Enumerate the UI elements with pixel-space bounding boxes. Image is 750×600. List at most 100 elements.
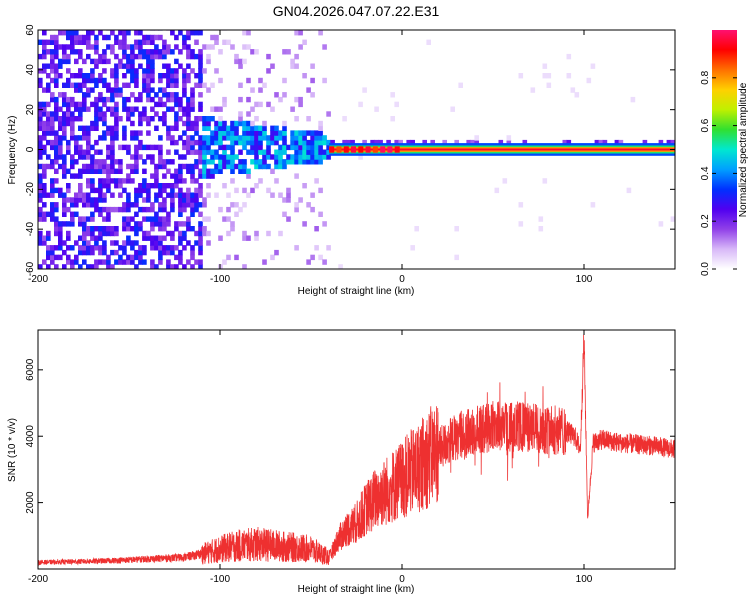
heatmap-cell bbox=[602, 139, 608, 146]
heatmap-cell bbox=[222, 154, 227, 160]
heatmap-cell bbox=[94, 96, 99, 103]
heatmap-cell bbox=[190, 68, 195, 74]
heatmap-cell bbox=[110, 73, 115, 79]
heatmap-cell bbox=[86, 197, 91, 203]
heatmap-cell bbox=[274, 125, 279, 131]
heatmap-cell bbox=[42, 125, 47, 131]
heatmap-cell bbox=[198, 106, 203, 112]
heatmap-cell bbox=[126, 197, 131, 203]
colorbar-gradient bbox=[712, 30, 737, 269]
heatmap-cell bbox=[110, 163, 115, 170]
heatmap-cell bbox=[86, 92, 91, 98]
heatmap-cell bbox=[94, 240, 99, 246]
heatmap-cell bbox=[102, 135, 107, 141]
heatmap-cell bbox=[66, 139, 71, 146]
heatmap-cell bbox=[94, 187, 99, 194]
heatmap-cell bbox=[202, 135, 207, 141]
heatmap-cell bbox=[122, 73, 127, 79]
heatmap-cell bbox=[106, 125, 111, 131]
heatmap-cell bbox=[150, 154, 155, 160]
heatmap-cell bbox=[130, 106, 135, 112]
heatmap-cell bbox=[70, 125, 75, 131]
heatmap-cell bbox=[186, 226, 191, 232]
heatmap-cell bbox=[198, 259, 203, 265]
heatmap-cell bbox=[66, 30, 71, 36]
heatmap-cell bbox=[42, 63, 47, 69]
heatmap-cell bbox=[150, 173, 155, 179]
heatmap-cell bbox=[114, 125, 119, 131]
heatmap-cell bbox=[54, 130, 59, 136]
heatmap-cell bbox=[218, 154, 223, 160]
heatmap-cell bbox=[102, 168, 107, 174]
heatmap-cell bbox=[122, 245, 127, 251]
heatmap-cell bbox=[150, 77, 155, 84]
heatmap-cell bbox=[78, 125, 83, 131]
heatmap-cell bbox=[142, 249, 147, 256]
heatmap-cell bbox=[314, 159, 319, 165]
heatmap-cell bbox=[74, 58, 79, 65]
heatmap-cell bbox=[254, 230, 259, 237]
heatmap-cell bbox=[326, 154, 331, 160]
heatmap-cell bbox=[190, 202, 195, 208]
heatmap-cell bbox=[42, 149, 47, 155]
heatmap-cell bbox=[118, 116, 123, 122]
heatmap-hotspot bbox=[365, 146, 371, 153]
heatmap-cell bbox=[126, 96, 131, 103]
heatmap-cell bbox=[98, 183, 103, 189]
heatmap-cell bbox=[278, 154, 283, 160]
heatmap-cell bbox=[110, 68, 115, 74]
heatmap-cell bbox=[270, 125, 275, 131]
heatmap-cell bbox=[130, 135, 135, 141]
heatmap-cell bbox=[70, 116, 75, 122]
heatmap-cell bbox=[38, 264, 43, 269]
heatmap-cell bbox=[86, 154, 91, 160]
heatmap-cell bbox=[246, 173, 251, 179]
heatmap-cell bbox=[54, 111, 59, 117]
heatmap-cell bbox=[390, 92, 395, 98]
heatmap-cell bbox=[174, 221, 179, 227]
heatmap-cell bbox=[186, 192, 191, 198]
heatmap-cell bbox=[62, 30, 67, 36]
heatmap-cell bbox=[318, 154, 323, 160]
heatmap-cell bbox=[198, 135, 203, 141]
heatmap-cell bbox=[94, 197, 99, 203]
heatmap-cell bbox=[62, 120, 67, 127]
heatmap-cell bbox=[234, 139, 239, 146]
heatmap-cell bbox=[246, 168, 251, 174]
y-tick-label: 2000 bbox=[25, 491, 36, 514]
heatmap-cell bbox=[218, 130, 223, 136]
heatmap-cell bbox=[138, 30, 143, 36]
heatmap-cell bbox=[106, 254, 111, 261]
heatmap-cell bbox=[182, 178, 187, 184]
heatmap-cell bbox=[114, 230, 119, 237]
heatmap-cell bbox=[146, 82, 151, 88]
heatmap-cell bbox=[198, 173, 203, 179]
heatmap-cell bbox=[46, 101, 51, 108]
heatmap-cell bbox=[194, 125, 199, 131]
heatmap-cell bbox=[278, 230, 283, 237]
heatmap-cell bbox=[134, 154, 139, 160]
heatmap-cell bbox=[294, 202, 299, 208]
heatmap-cell bbox=[230, 149, 235, 155]
heatmap-cell bbox=[62, 49, 67, 55]
heatmap-cell bbox=[186, 187, 191, 194]
heatmap-cell bbox=[46, 230, 51, 237]
heatmap-cell bbox=[166, 125, 171, 131]
heatmap-cell bbox=[238, 120, 243, 127]
heatmap-cell bbox=[190, 139, 195, 146]
heatmap-cell bbox=[246, 30, 251, 36]
heatmap-cell bbox=[138, 259, 143, 265]
heatmap-cell bbox=[130, 240, 135, 246]
heatmap-cell bbox=[186, 202, 191, 208]
heatmap-cell bbox=[110, 87, 115, 93]
heatmap-cell bbox=[298, 130, 303, 136]
heatmap-cell bbox=[326, 149, 331, 155]
heatmap-cell bbox=[182, 206, 187, 213]
heatmap-cell bbox=[74, 144, 79, 151]
heatmap-cell bbox=[222, 130, 227, 136]
heatmap-cell bbox=[166, 149, 171, 155]
heatmap-cell bbox=[46, 264, 51, 269]
heatmap-cell bbox=[318, 130, 323, 136]
heatmap-cell bbox=[86, 144, 91, 151]
heatmap-cell bbox=[242, 163, 247, 170]
